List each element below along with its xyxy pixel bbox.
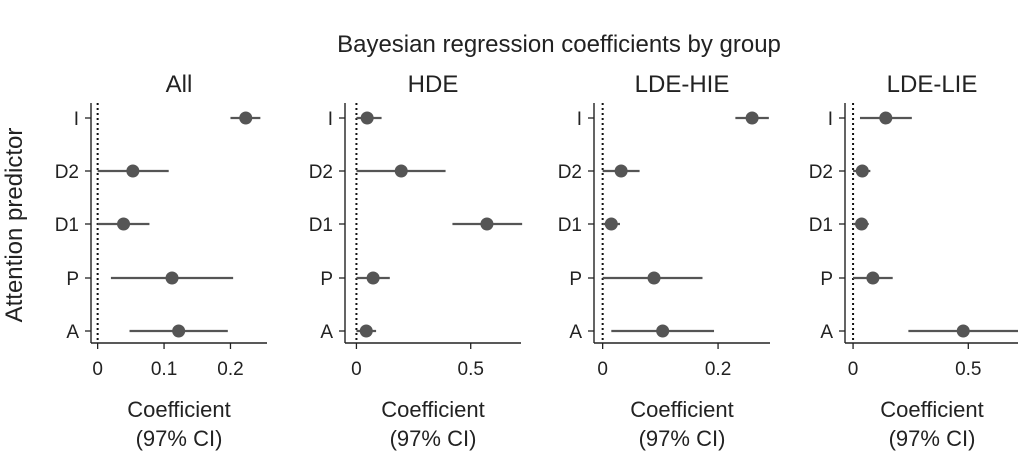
estimate-point-d1 [117, 217, 131, 231]
y-tick-label: P [66, 269, 79, 290]
estimate-point-i [360, 111, 374, 125]
estimate-point-a [172, 324, 186, 338]
x-axis-label: Coefficient [127, 397, 231, 422]
y-tick-label: D1 [558, 215, 582, 236]
x-tick-label: 0 [848, 359, 859, 380]
estimate-point-p [366, 271, 380, 285]
y-tick-label: D1 [55, 215, 79, 236]
panel-title: LDE-LIE [887, 71, 978, 98]
panel-title: All [166, 71, 193, 98]
estimate-point-d2 [394, 164, 408, 178]
y-tick-label: I [577, 109, 582, 130]
x-axis-label: Coefficient [880, 397, 984, 422]
estimate-point-d1 [855, 217, 869, 231]
estimate-point-p [647, 271, 661, 285]
panel-all: All I D2 D1 P A0 0.1 0.2 Coefficient (97% CI) [55, 71, 267, 451]
estimate-point-a [956, 324, 970, 338]
y-tick-label: D2 [809, 162, 833, 183]
y-tick-label: A [66, 322, 79, 343]
estimate-point-d2 [614, 164, 628, 178]
x-tick-label: 0 [597, 359, 608, 380]
x-axis-label: Coefficient [630, 397, 734, 422]
panel-title: LDE-HIE [635, 71, 730, 98]
x-axis-label-sub: (97% CI) [639, 426, 726, 451]
y-tick-label: P [320, 269, 333, 290]
estimate-point-a [359, 324, 373, 338]
estimate-point-i [879, 111, 893, 125]
estimate-point-i [745, 111, 759, 125]
y-tick-label: D2 [309, 162, 333, 183]
y-tick-label: P [820, 269, 833, 290]
x-axis-label-sub: (97% CI) [390, 426, 477, 451]
y-tick-label: A [320, 322, 333, 343]
estimate-point-a [656, 324, 670, 338]
estimate-point-d1 [480, 217, 494, 231]
y-axis-label: Attention predictor [1, 128, 28, 323]
panel-lde-hie: LDE-HIE I D2 D1 P A0 0.2 Coefficient (97% CI) [558, 71, 770, 451]
panel-lde-lie: LDE-LIE I D2 D1 P A0 0.5 Coefficient (97% CI) [809, 71, 1018, 451]
y-tick-label: D2 [55, 162, 79, 183]
x-tick-label: 0.2 [705, 359, 731, 380]
x-axis-label-sub: (97% CI) [889, 426, 976, 451]
y-tick-label: I [74, 109, 79, 130]
x-axis-label: Coefficient [381, 397, 485, 422]
x-tick-label: 0.1 [151, 359, 177, 380]
y-tick-label: I [828, 109, 833, 130]
panel-hde: HDE I D2 D1 P A0 0.5 Coefficient (97% CI) [309, 71, 523, 451]
estimate-point-p [866, 271, 880, 285]
x-tick-label: 0.2 [217, 359, 243, 380]
x-axis-label-sub: (97% CI) [136, 426, 223, 451]
estimate-point-i [239, 111, 253, 125]
estimate-point-p [165, 271, 179, 285]
y-tick-label: A [820, 322, 833, 343]
x-tick-label: 0.5 [955, 359, 981, 380]
x-tick-label: 0.5 [458, 359, 484, 380]
y-tick-label: D1 [309, 215, 333, 236]
estimate-point-d1 [604, 217, 618, 231]
y-tick-label: D1 [809, 215, 833, 236]
estimate-point-d2 [126, 164, 140, 178]
y-tick-label: A [569, 322, 582, 343]
y-tick-label: P [569, 269, 582, 290]
x-tick-label: 0 [351, 359, 362, 380]
panel-title: HDE [408, 71, 459, 98]
y-tick-label: I [328, 109, 333, 130]
x-tick-label: 0 [92, 359, 103, 380]
y-tick-label: D2 [558, 162, 582, 183]
estimate-point-d2 [855, 164, 869, 178]
figure-title: Bayesian regression coefficients by grou… [337, 31, 781, 58]
